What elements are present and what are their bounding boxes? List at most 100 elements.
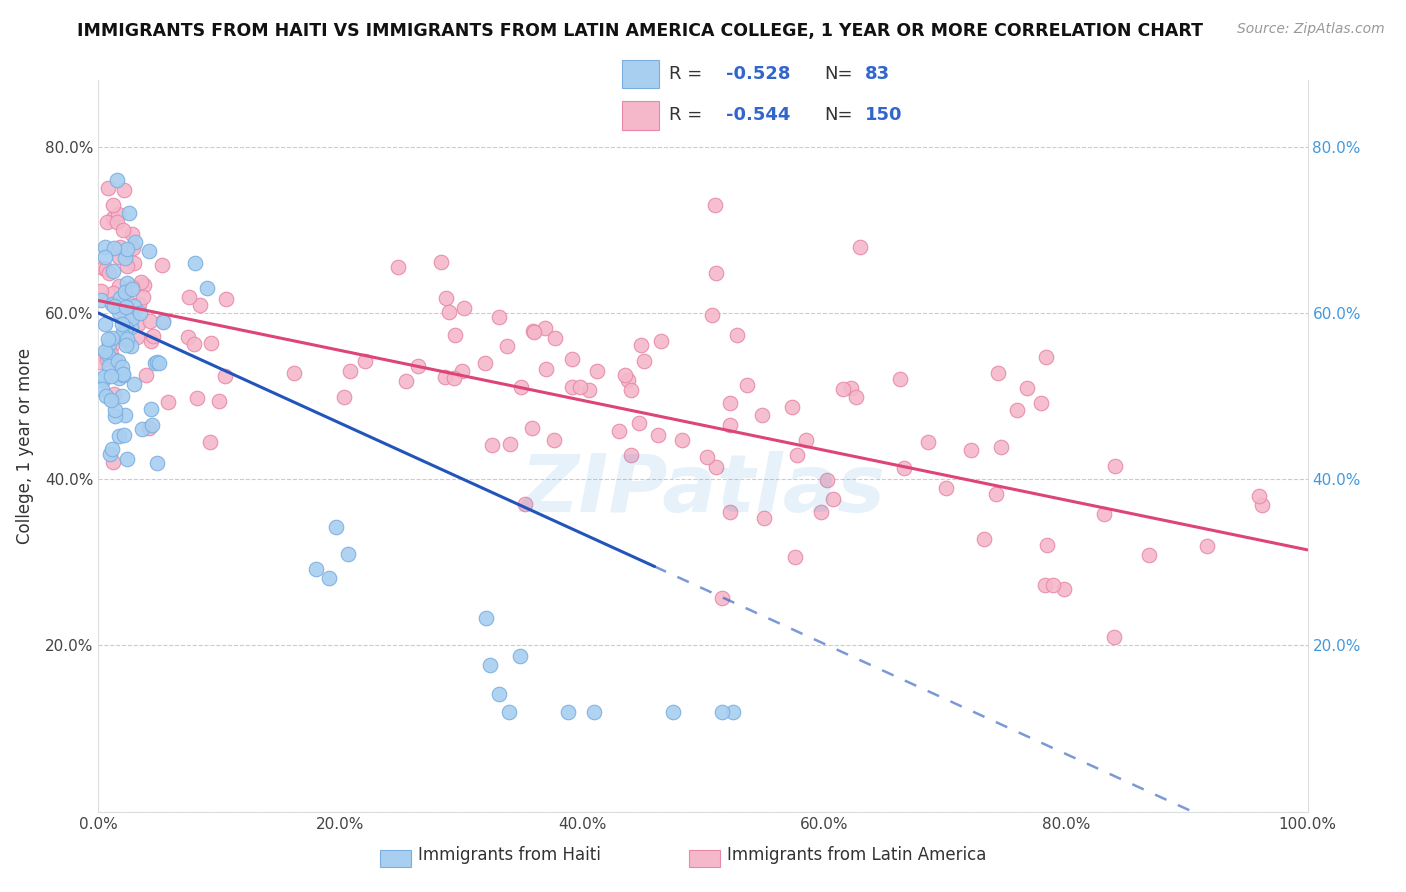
Point [704,459,727,474]
Point [488,687,510,701]
Point [633,353,655,368]
Point [794,434,817,448]
FancyBboxPatch shape [621,101,659,129]
Text: N=: N= [824,105,852,124]
Point [318,571,340,585]
Point [509,380,531,394]
Point [339,364,361,378]
Point [406,359,429,373]
Point [98,336,121,351]
Point [98,267,121,281]
Point [443,371,465,385]
Point [474,356,496,370]
Point [617,373,640,387]
Point [156,394,179,409]
Point [139,402,162,417]
Point [108,291,131,305]
Point [453,301,475,316]
Point [101,285,124,300]
Point [561,351,583,366]
Point [111,318,134,332]
Point [128,296,150,310]
Point [498,705,520,719]
Point [112,332,135,346]
Point [100,368,122,383]
Point [387,260,409,274]
Point [186,392,208,406]
Point [752,510,775,524]
Point [430,255,453,269]
Point [177,330,200,344]
Point [146,456,169,470]
Point [499,437,522,451]
Point [283,366,305,380]
Text: Source: ZipAtlas.com: Source: ZipAtlas.com [1237,22,1385,37]
Point [107,354,129,368]
Point [89,355,111,369]
Point [100,347,122,361]
Point [115,332,138,346]
Point [98,359,121,373]
Point [101,331,124,345]
Point [121,282,143,296]
Point [725,327,748,342]
Point [711,591,734,606]
FancyBboxPatch shape [621,60,659,88]
Point [543,433,565,447]
Point [111,367,134,381]
Point [91,260,114,275]
Point [101,442,124,457]
Point [118,206,141,220]
Point [437,305,460,319]
Point [120,320,142,334]
Point [135,368,157,382]
Point [143,356,166,370]
Point [150,258,173,272]
Point [647,427,669,442]
Point [1197,540,1219,554]
Point [131,422,153,436]
Point [451,364,474,378]
Point [984,487,1007,501]
Point [849,239,872,253]
Point [117,276,139,290]
Point [815,474,838,488]
Point [115,293,138,308]
Point [561,380,583,394]
Point [101,264,124,278]
Point [120,339,142,353]
Text: 83: 83 [865,64,890,83]
Point [101,454,124,468]
Point [336,547,359,561]
Text: -0.528: -0.528 [727,64,790,83]
Point [111,389,134,403]
Point [1104,458,1126,473]
Point [662,705,685,719]
Point [114,285,136,299]
Point [333,390,356,404]
Point [586,364,609,378]
Point [208,394,231,409]
Point [198,435,221,450]
Text: 150: 150 [865,105,903,124]
Text: Immigrants from Haiti: Immigrants from Haiti [418,847,600,864]
Point [94,317,117,331]
Point [987,366,1010,380]
Point [105,214,128,228]
Point [96,389,118,403]
Point [94,250,117,264]
Point [1137,548,1160,562]
Point [215,292,238,306]
Point [94,347,117,361]
Point [200,335,222,350]
Point [124,235,146,249]
Point [93,344,115,359]
Point [1053,582,1076,596]
Point [91,373,114,387]
Point [138,421,160,435]
Point [98,446,121,460]
Point [111,326,134,341]
Point [146,354,169,368]
Point [628,417,651,431]
Point [103,211,125,225]
